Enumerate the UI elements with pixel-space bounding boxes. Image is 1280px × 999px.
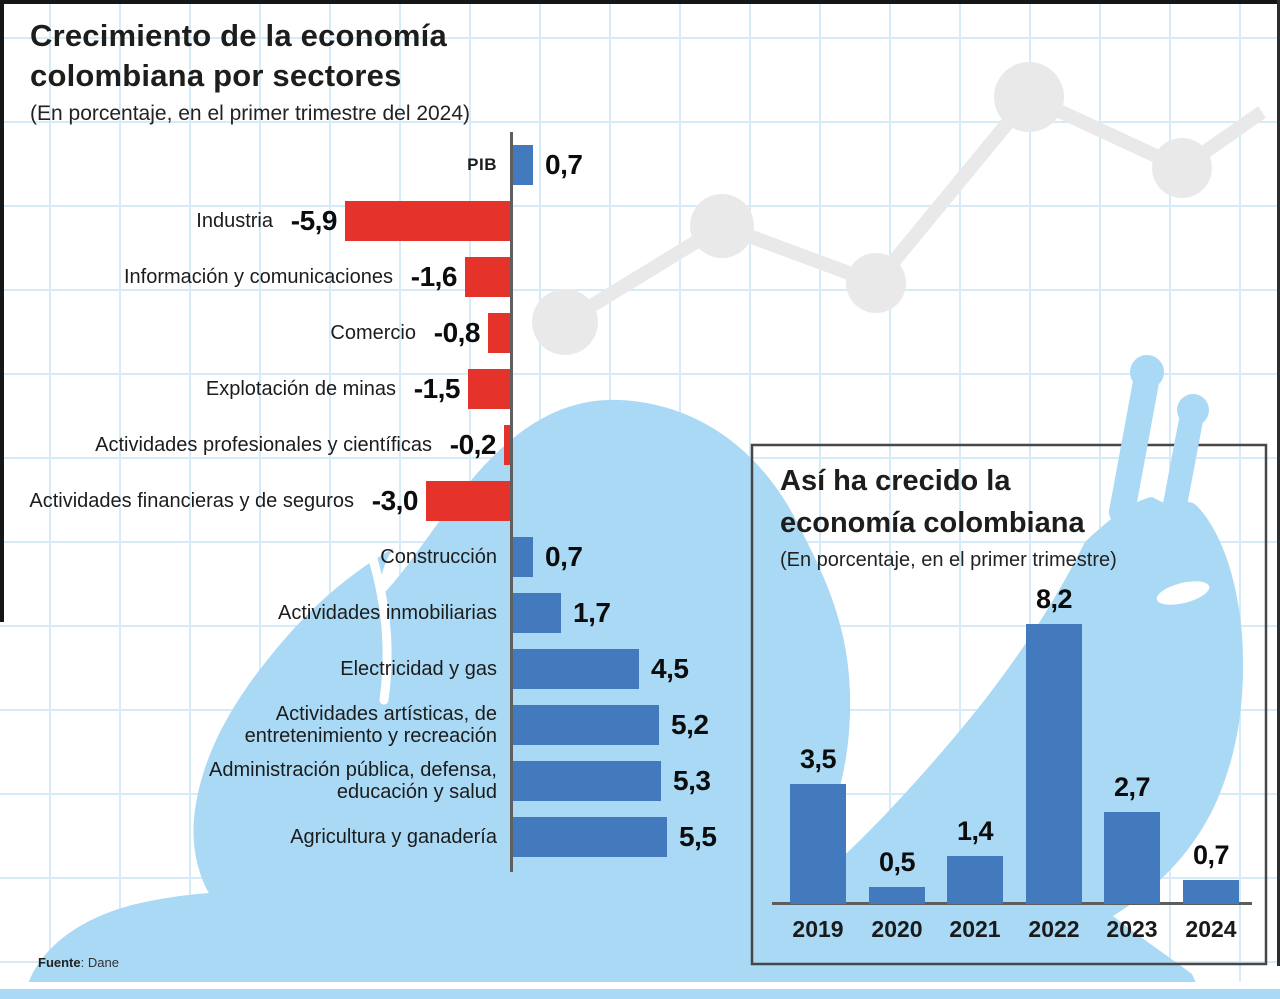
bottom-gap (0, 982, 1280, 990)
year-value: 0,5 (878, 847, 916, 877)
sector-value: -3,0 (371, 485, 419, 516)
sector-chart-axis (510, 132, 513, 872)
sector-value: 5,2 (671, 709, 709, 740)
inset-chart-title: Así ha crecido la economía colombiana (780, 460, 1085, 544)
year-label: 2020 (871, 916, 923, 942)
trend-dot (532, 289, 598, 355)
snail-shell-slit (367, 551, 392, 705)
sector-label: Actividades profesionales y científicas (95, 434, 432, 456)
sector-label: Actividades artísticas, de entretenimien… (244, 703, 497, 747)
snail-tail (193, 548, 561, 969)
frame-border-left (0, 0, 4, 622)
snail-foot (28, 891, 1100, 984)
year-bar (1183, 880, 1239, 904)
sector-value: 5,5 (679, 821, 717, 852)
source-note: Fuente: Dane (38, 955, 119, 970)
trend-dot (1152, 138, 1212, 198)
snail-antenna-right (1162, 408, 1203, 522)
year-label: 2019 (792, 916, 844, 942)
sector-bar (513, 705, 659, 745)
sector-value: -0,2 (449, 429, 497, 460)
sector-label: Actividades financieras y de seguros (29, 490, 354, 512)
sector-bar (426, 481, 510, 521)
trend-dot (690, 194, 754, 258)
year-value: 1,4 (956, 816, 994, 846)
inset-chart-axis (772, 902, 1252, 905)
sector-bar (513, 649, 639, 689)
sector-label: Comercio (330, 322, 416, 344)
trend-dot (994, 62, 1064, 132)
year-label: 2024 (1185, 916, 1237, 942)
sector-value: 1,7 (573, 597, 611, 628)
sector-label: Actividades inmobiliarias (278, 602, 497, 624)
sector-value: -1,6 (410, 261, 458, 292)
sector-label: Electricidad y gas (340, 658, 497, 680)
sector-label: Industria (196, 210, 273, 232)
sector-bar (504, 425, 510, 465)
year-bar (790, 784, 846, 904)
sector-bar (513, 537, 533, 577)
sector-bar (513, 145, 533, 185)
sector-label: Agricultura y ganadería (290, 826, 497, 848)
sector-bar (465, 257, 510, 297)
sector-value: -1,5 (413, 373, 461, 404)
page-title-line2: colombiana por sectores (30, 58, 402, 93)
year-bar (1026, 624, 1082, 904)
snail-antennae (1109, 355, 1209, 525)
year-label: 2022 (1028, 916, 1080, 942)
sector-value: -0,8 (433, 317, 481, 348)
bottom-strip (0, 989, 1280, 999)
sector-label: Información y comunicaciones (123, 266, 393, 288)
page-title: Crecimiento de la economía colombiana po… (30, 16, 447, 96)
trend-dot (846, 253, 906, 313)
sector-bar (468, 369, 510, 409)
year-bar (1104, 812, 1160, 904)
sector-bar (513, 761, 661, 801)
sector-bar (488, 313, 510, 353)
snail-antenna-left (1109, 369, 1159, 525)
page-subtitle: (En porcentaje, en el primer trimestre d… (30, 102, 471, 125)
sector-label: Construcción (380, 546, 497, 568)
frame-border-top (0, 0, 1280, 4)
sector-label: Administración pública, defensa, educaci… (209, 759, 497, 803)
decorative-trend-line (532, 62, 1267, 355)
source-label: Fuente (38, 955, 81, 970)
year-label: 2021 (949, 916, 1001, 942)
inset-title-line2: economía colombiana (780, 507, 1085, 539)
sector-value: 4,5 (651, 653, 689, 684)
page-title-line1: Crecimiento de la economía (30, 18, 447, 53)
sector-value: 0,7 (545, 541, 583, 572)
snail-eye (1156, 581, 1210, 605)
year-bar (947, 856, 1003, 904)
year-value: 0,7 (1192, 840, 1230, 870)
sector-value: -5,9 (290, 205, 338, 236)
inset-title-line1: Así ha crecido la (780, 465, 1011, 497)
year-value: 2,7 (1113, 772, 1151, 802)
sector-value: 0,7 (545, 149, 583, 180)
year-bar (869, 887, 925, 904)
snail-antenna-right-tip (1177, 394, 1209, 426)
frame-border-right (1277, 0, 1280, 966)
source-value: : Dane (80, 955, 119, 970)
sector-value: 5,3 (673, 765, 711, 796)
sector-bar (345, 201, 510, 241)
sector-label: Explotación de minas (205, 378, 396, 400)
inset-chart-subtitle: (En porcentaje, en el primer trimestre) (780, 549, 1117, 571)
year-value: 3,5 (799, 744, 837, 774)
sector-bar (513, 817, 667, 857)
inset-chart-frame (750, 443, 1268, 966)
sector-bar (513, 593, 561, 633)
snail-antenna-left-tip (1130, 355, 1164, 389)
year-value: 8,2 (1035, 584, 1073, 614)
sector-label: PIB (467, 155, 497, 174)
year-label: 2023 (1106, 916, 1158, 942)
